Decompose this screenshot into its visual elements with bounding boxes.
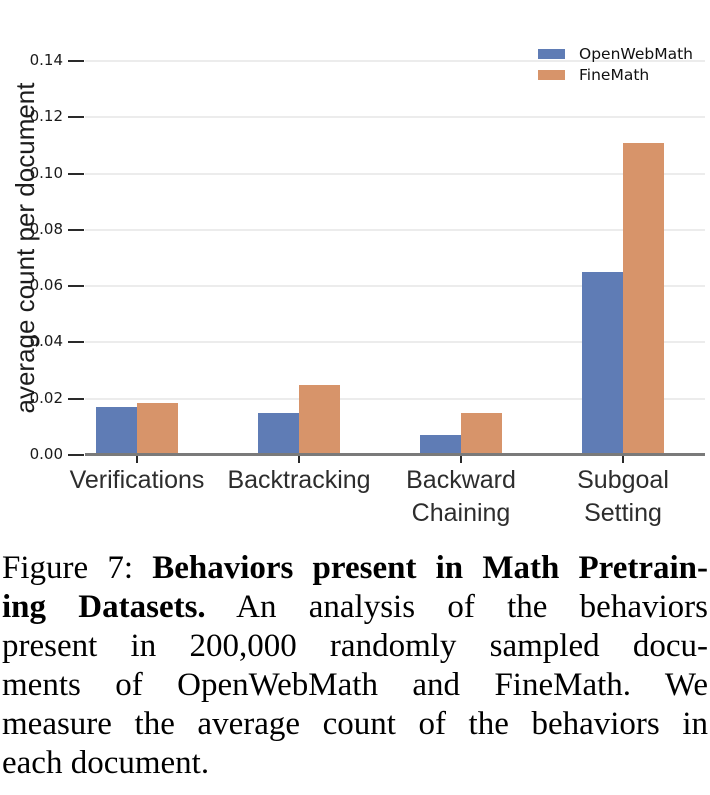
x-tick-mark xyxy=(136,456,138,463)
x-category-label: Backward Chaining xyxy=(406,466,516,527)
x-category-label: Subgoal Setting xyxy=(577,466,669,527)
caption-bold-text: ing Datasets. xyxy=(2,589,206,625)
y-tick-mark xyxy=(68,228,84,231)
caption-text: present in 200,000 randomly sampled docu… xyxy=(2,628,708,664)
gridline xyxy=(85,172,705,175)
legend-label: FineMath xyxy=(579,65,650,84)
legend-swatch-finemath xyxy=(538,69,565,80)
legend-swatch-openwebmath xyxy=(538,48,565,59)
caption-text: An analysis of the behaviors xyxy=(205,589,708,625)
x-axis-line xyxy=(85,453,705,456)
y-tick-mark xyxy=(68,341,84,344)
caption-text: measure the average count of the behavio… xyxy=(2,706,708,742)
y-tick-label: 0.10 xyxy=(29,163,63,182)
y-tick-mark xyxy=(68,454,84,456)
gridline xyxy=(85,397,705,400)
legend: OpenWebMath FineMath xyxy=(538,43,693,85)
bar-finemath-backtracking xyxy=(299,384,340,455)
bar-openwebmath-subgoal xyxy=(582,272,623,455)
caption-line: ments of OpenWebMath and FineMath. We xyxy=(2,666,708,705)
bar-chart: average count per document 0.00 0.02 0.04 0… xyxy=(10,43,705,527)
legend-label: OpenWebMath xyxy=(579,44,693,63)
gridline xyxy=(85,60,705,63)
y-tick-mark xyxy=(68,172,84,175)
caption-text: Figure 7: xyxy=(2,550,153,586)
caption-text: each document. xyxy=(2,745,210,781)
y-tick-mark xyxy=(68,285,84,288)
x-tick-mark xyxy=(460,456,462,463)
caption-line: present in 200,000 randomly sampled docu… xyxy=(2,627,708,666)
y-tick-label: 0.00 xyxy=(29,445,63,463)
caption-line: each document. xyxy=(2,744,708,783)
y-tick-mark xyxy=(68,116,84,119)
legend-item: OpenWebMath xyxy=(538,43,693,64)
x-category-label: Verifications xyxy=(69,466,205,494)
y-tick-mark xyxy=(68,397,84,400)
caption-line: Figure 7: Behaviors present in Math Pret… xyxy=(2,549,708,588)
legend-item: FineMath xyxy=(538,64,693,85)
y-tick-mark xyxy=(68,60,84,63)
caption-text: ments of OpenWebMath and FineMath. We xyxy=(2,667,708,703)
bar-finemath-backward xyxy=(461,412,502,455)
bar-finemath-verifications xyxy=(137,402,178,455)
x-tick-mark xyxy=(298,456,300,463)
y-tick-label: 0.02 xyxy=(29,388,63,407)
y-tick-label: 0.06 xyxy=(29,276,63,295)
y-tick-label: 0.04 xyxy=(29,332,63,351)
x-tick-mark xyxy=(622,456,624,463)
gridline xyxy=(85,228,705,231)
y-tick-label: 0.08 xyxy=(29,219,63,238)
y-tick-label: 0.14 xyxy=(29,51,63,70)
bar-openwebmath-backward xyxy=(420,435,461,455)
gridline xyxy=(85,341,705,344)
figure-caption: Figure 7: Behaviors present in Math Pret… xyxy=(2,549,708,783)
x-category-label: Backtracking xyxy=(227,466,371,494)
caption-bold-text: Behaviors present in Math Pretrain- xyxy=(152,550,708,586)
bar-openwebmath-backtracking xyxy=(258,412,299,455)
caption-line: ing Datasets. An analysis of the behavio… xyxy=(2,588,708,627)
caption-line: measure the average count of the behavio… xyxy=(2,705,708,744)
y-tick-label: 0.12 xyxy=(29,107,63,126)
gridline xyxy=(85,285,705,288)
bar-openwebmath-verifications xyxy=(96,407,137,455)
gridline xyxy=(85,116,705,119)
bar-finemath-subgoal xyxy=(623,142,664,455)
